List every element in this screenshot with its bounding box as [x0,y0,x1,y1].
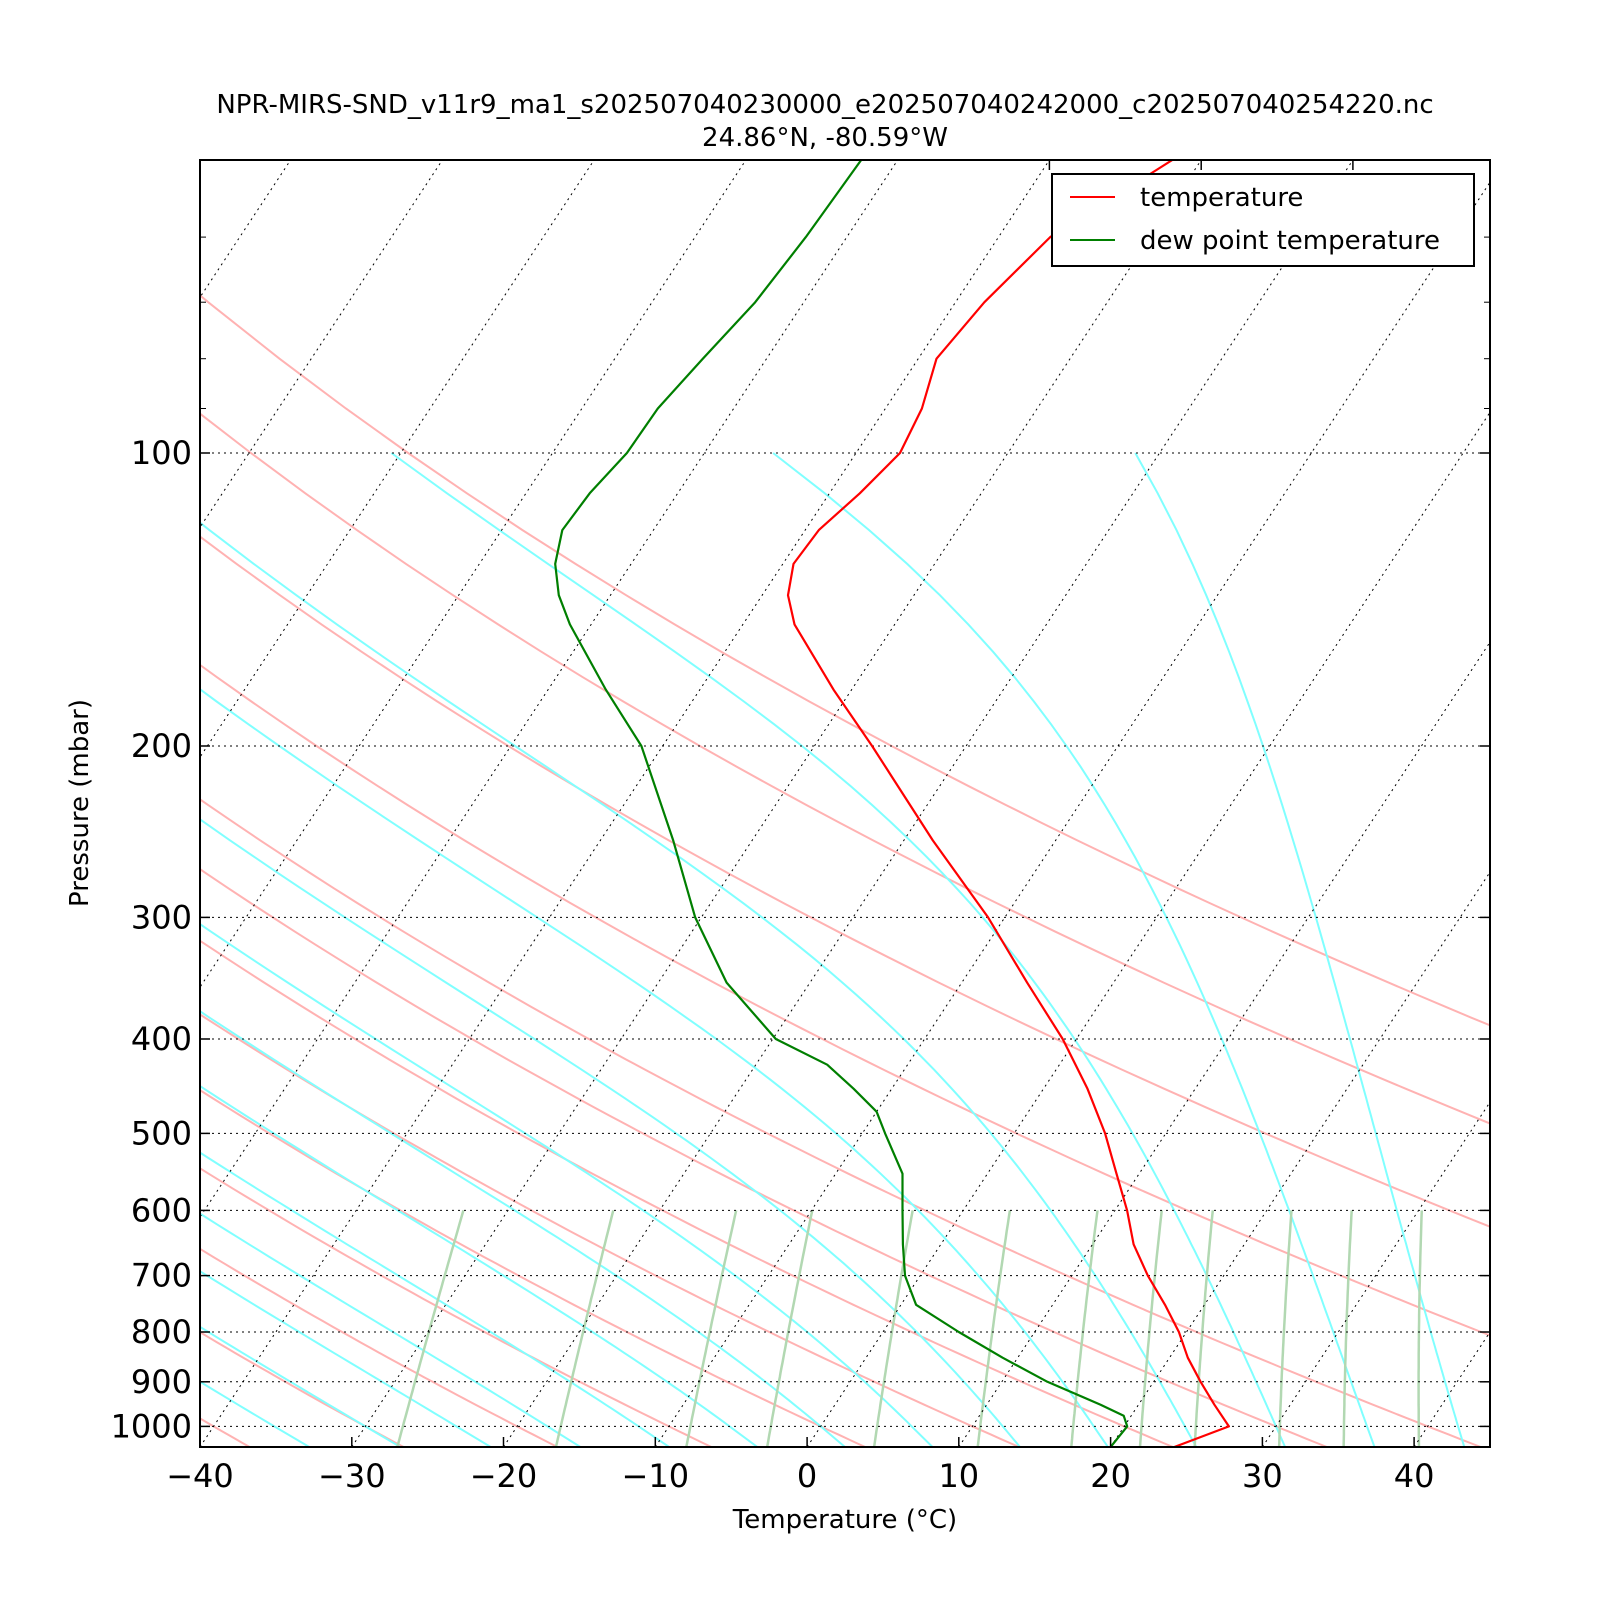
y-tick-label: 100 [131,434,192,472]
y-tick-label: 400 [131,1020,192,1058]
isotherm-line [200,160,899,1218]
x-tick-label: 0 [797,1457,817,1495]
isotherm-line [351,160,1202,1447]
mixing-ratio-line [554,1210,615,1447]
dry-adiabat [200,798,1482,1447]
dry-adiabat [200,663,1490,1337]
moist-adiabat [390,452,1287,1447]
isotherm-line [200,160,595,759]
mixing-ratio-line [1138,1210,1163,1447]
data-series [554,160,1231,1447]
y-tick-label: 200 [131,727,192,765]
legend-temperature-label: temperature [1140,183,1303,213]
moist-adiabat [200,521,1198,1447]
dry-adiabat [200,1088,866,1447]
moist-adiabat [200,1380,310,1447]
y-tick-label: 800 [131,1313,192,1351]
x-tick-label: 30 [1242,1457,1283,1495]
mixing-ratio-line [1070,1210,1099,1447]
mixing-ratio-line [396,1210,465,1447]
y-tick-label: 600 [131,1191,192,1229]
dry-adiabat [200,1013,1020,1447]
moist-adiabat [1134,452,1466,1447]
isotherm-line [1261,1101,1490,1447]
moist-adiabat [200,1325,401,1447]
isotherm-line [503,160,1354,1447]
x-axis-label: Temperature (°C) [732,1505,957,1535]
moist-adiabat [200,1151,670,1447]
isotherm-line [1413,1331,1490,1447]
isotherm-line [806,411,1490,1447]
y-tick-label: 900 [131,1363,192,1401]
dry-adiabat [200,1167,712,1447]
isotherm-line [958,641,1490,1447]
mixing-ratio-line [765,1210,814,1447]
pressure-gridlines [200,452,1490,1427]
moist-adiabat [772,452,1376,1447]
x-tick-label: 10 [938,1457,979,1495]
moist-adiabat [200,1212,581,1447]
y-axis-label: Pressure (mbar) [65,699,95,907]
moist-adiabat [200,1084,758,1447]
x-tick-label: −20 [470,1457,538,1495]
mixing-ratio-line [685,1210,738,1447]
temperature-line [786,160,1231,1447]
dry-adiabat [200,1331,405,1447]
x-tick-label: −10 [622,1457,690,1495]
y-tick-label: 300 [131,898,192,936]
y-tick-label: 500 [131,1114,192,1152]
isotherm-line [200,160,747,989]
dry-adiabat [200,293,1490,1027]
moist-adiabat [200,818,1021,1447]
dewpoint-line [554,160,1129,1447]
plot-frame [199,159,1491,1448]
y-tick-label: 1000 [111,1407,192,1445]
moist-adiabat [200,1010,846,1447]
legend: temperature dew point temperature [1051,173,1475,267]
moist-adiabat [200,1270,492,1447]
chart-title: NPR-MIRS-SND_v11r9_ma1_s202507040230000_… [216,90,1433,120]
y-tick-label: 700 [131,1257,192,1295]
x-tick-label: −40 [166,1457,234,1495]
dry-adiabat [200,867,1328,1447]
background-lines [200,160,1600,1447]
x-tick-label: 40 [1394,1457,1435,1495]
isotherm-line [200,160,1050,1447]
isotherm-line [1566,160,1600,1447]
moist-adiabat [200,922,934,1447]
dry-adiabat [200,412,1490,1125]
isotherm-line [200,160,292,299]
isotherm-line [1110,871,1490,1447]
mixing-ratio-line [1277,1210,1293,1447]
moist-adiabat [200,688,1109,1447]
dry-adiabat [200,535,1490,1228]
dry-adiabat [200,1417,251,1447]
isotherm-line [654,181,1490,1447]
axis-ticks: −40 −30 −20 −10 0 10 20 30 40 100 200 300 400 500 600 7… [111,159,1490,1495]
mixing-ratio-line [1193,1210,1215,1447]
x-tick-label: −30 [318,1457,386,1495]
mixing-ratio-line [976,1210,1012,1447]
legend-dewpoint-label: dew point temperature [1140,226,1440,256]
isotherm-line [200,160,443,529]
mixing-ratio-line [1342,1210,1353,1447]
dry-adiabat [200,939,1174,1447]
mixing-ratio-line [1417,1210,1424,1447]
legend-box [1051,173,1475,267]
x-tick-label: 20 [1090,1457,1131,1495]
chart-subtitle: 24.86°N, -80.59°W [702,123,948,153]
